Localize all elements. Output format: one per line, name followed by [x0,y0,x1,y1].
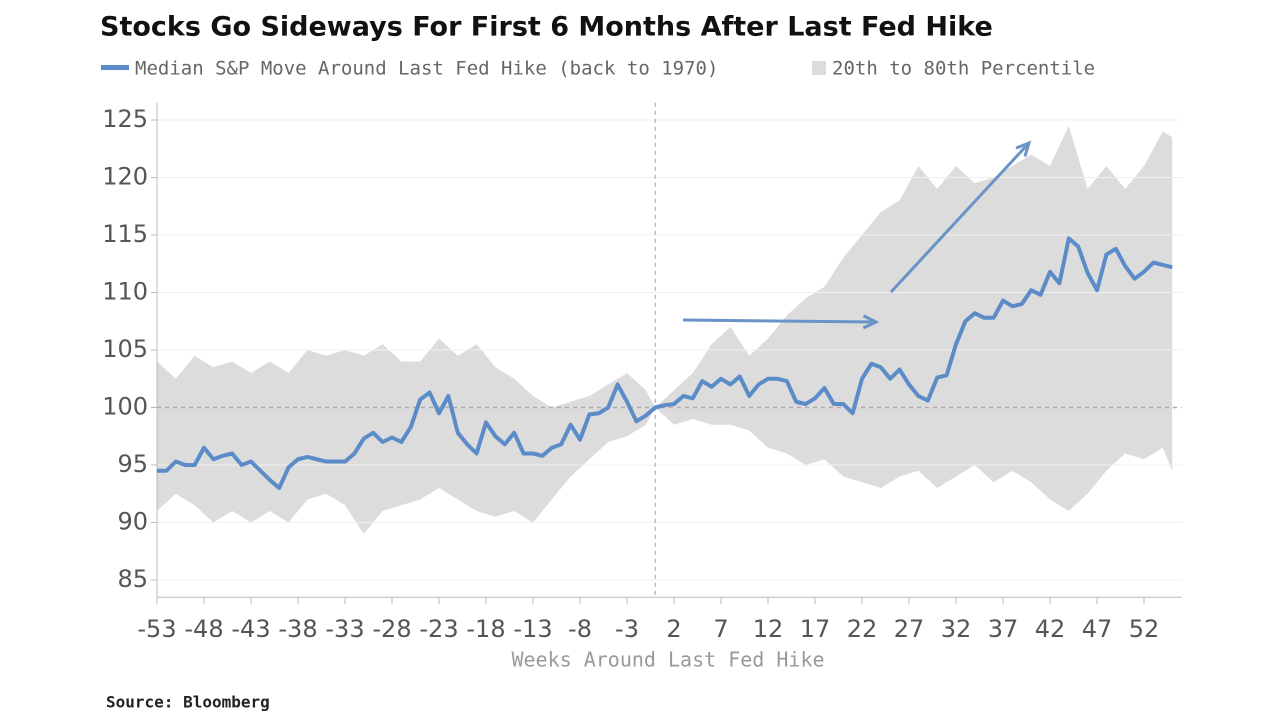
legend-label: Median S&P Move Around Last Fed Hike (ba… [135,58,718,80]
x-tick-label: 2 [666,615,681,643]
x-tick-label: 47 [1082,615,1113,643]
legend-swatch-band [812,61,826,75]
x-tick-label: 32 [941,615,972,643]
x-tick-label: 22 [847,615,878,643]
x-tick-label: 7 [713,615,728,643]
x-tick-label: -48 [184,615,223,643]
y-tick-label: 105 [102,335,148,363]
y-tick-label: 110 [102,278,148,306]
legend-label: 20th to 80th Percentile [832,58,1095,80]
x-tick-label: -43 [231,615,270,643]
x-axis-title: Weeks Around Last Fed Hike [511,648,824,672]
series-line [157,236,1173,490]
x-tick-label: 37 [988,615,1019,643]
annotation-arrow [682,318,877,324]
x-tick-label: 12 [753,615,784,643]
x-tick-label: -18 [466,615,505,643]
y-tick-label: 125 [102,105,148,133]
x-tick-label: 52 [1129,615,1160,643]
chart-title: Stocks Go Sideways For First 6 Months Af… [100,12,993,43]
x-tick-label: -3 [615,615,639,643]
source: Source: Bloomberg [106,693,270,712]
y-tick-label: 120 [102,163,148,191]
x-tick-label: 27 [894,615,925,643]
y-tick-label: 90 [117,508,148,536]
y-tick-label: 95 [117,450,148,478]
x-tick-label: 17 [800,615,831,643]
x-tick-label: -38 [278,615,317,643]
annotation-arrowhead [862,314,880,330]
percentile-band [157,125,1173,534]
x-tick-label: -53 [137,615,176,643]
y-tick-label: 115 [102,220,148,248]
y-tick-label: 85 [117,565,148,593]
x-tick-label: -28 [372,615,411,643]
x-tick-label: -33 [325,615,364,643]
annotation-arrow [889,141,1031,294]
y-tick-label: 100 [102,393,148,421]
x-tick-label: 42 [1035,615,1066,643]
annotation-arrowhead [1015,140,1032,157]
legend-swatch-line [101,65,129,70]
x-tick-label: -8 [568,615,592,643]
x-tick-label: -23 [419,615,458,643]
x-tick-label: -13 [513,615,552,643]
